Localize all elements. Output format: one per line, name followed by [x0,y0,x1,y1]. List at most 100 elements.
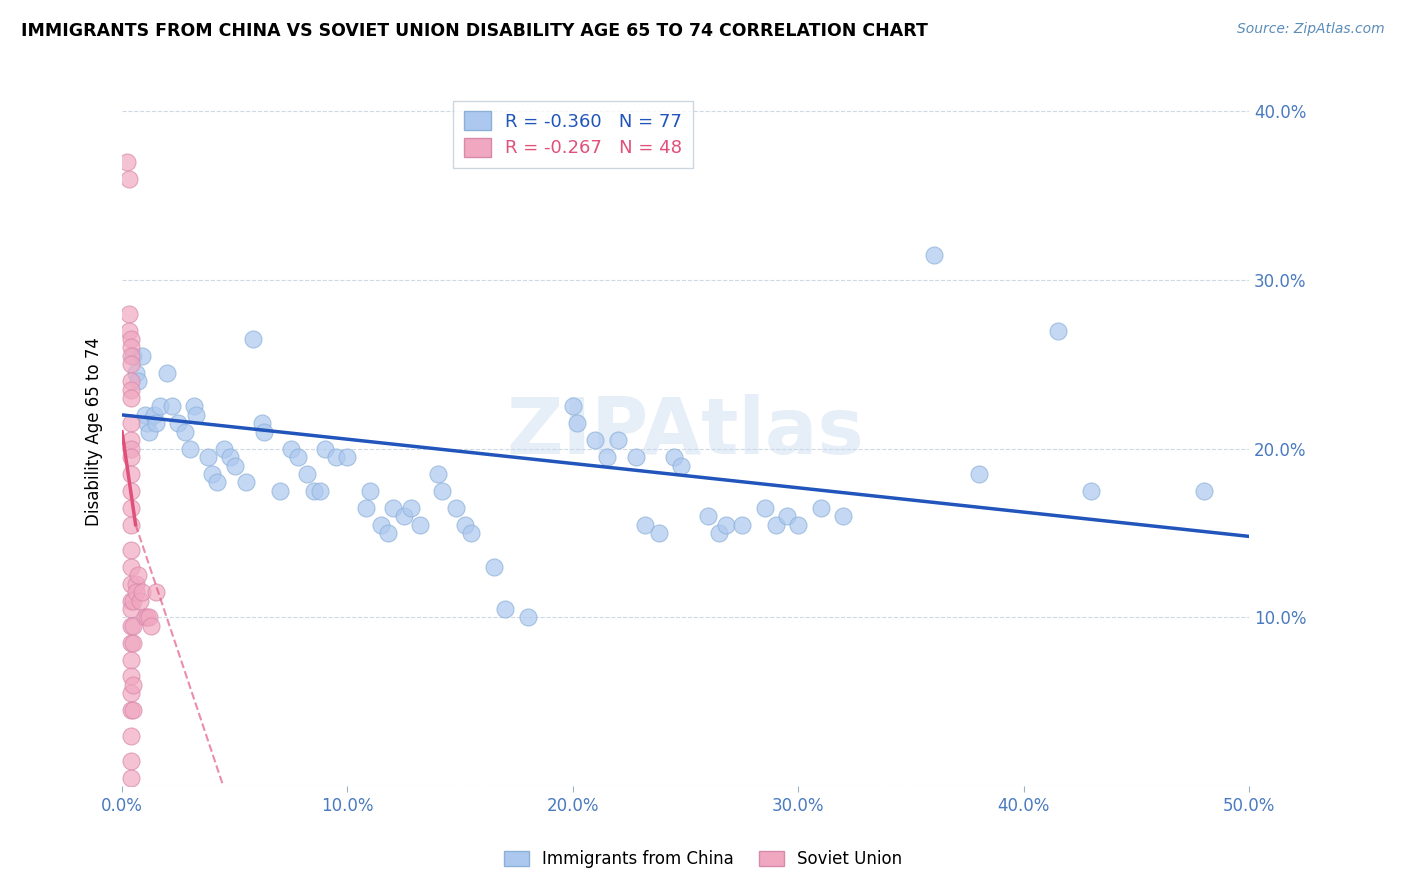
Point [454,517,477,532]
Point [120,517,142,532]
Point [138,610,160,624]
Point [287,450,309,464]
Point [430,483,453,498]
Point [135,417,157,431]
Point [585,434,607,448]
Point [967,467,990,481]
Point [142,408,165,422]
Point [120,442,142,456]
Point [120,703,142,717]
Point [138,425,160,439]
Point [120,374,142,388]
Point [183,400,205,414]
Point [145,585,167,599]
Point [765,517,787,532]
Point [567,417,589,431]
Point [377,526,399,541]
Point [314,442,336,456]
Point [120,450,142,464]
Point [122,349,145,363]
Point [120,559,142,574]
Point [120,669,142,683]
Point [408,517,430,532]
Point [716,517,738,532]
Point [325,450,347,464]
Point [219,450,242,464]
Point [186,408,208,422]
Point [596,450,619,464]
Point [122,619,145,633]
Point [115,154,138,169]
Point [731,517,754,532]
Point [120,652,142,666]
Point [120,754,142,768]
Point [120,349,142,363]
Point [482,559,505,574]
Point [212,442,235,456]
Point [120,434,142,448]
Point [444,500,467,515]
Point [1080,483,1102,498]
Point [120,771,142,785]
Point [832,509,855,524]
Point [120,542,142,557]
Point [120,391,142,405]
Point [460,526,482,541]
Legend: Immigrants from China, Soviet Union: Immigrants from China, Soviet Union [498,844,908,875]
Point [309,483,332,498]
Point [122,636,145,650]
Point [120,483,142,498]
Text: ZIPAtlas: ZIPAtlas [506,393,865,470]
Point [120,619,142,633]
Point [135,610,157,624]
Point [1192,483,1215,498]
Point [399,500,422,515]
Point [118,171,141,186]
Point [134,610,156,624]
Point [118,324,141,338]
Point [922,247,945,261]
Point [516,610,538,624]
Point [354,500,377,515]
Point [697,509,720,524]
Point [127,374,149,388]
Text: IMMIGRANTS FROM CHINA VS SOVIET UNION DISABILITY AGE 65 TO 74 CORRELATION CHART: IMMIGRANTS FROM CHINA VS SOVIET UNION DI… [21,22,928,40]
Point [127,568,149,582]
Point [120,417,142,431]
Point [122,678,145,692]
Point [224,458,246,473]
Point [607,434,630,448]
Point [359,483,381,498]
Point [1046,324,1069,338]
Point [120,383,142,397]
Point [269,483,291,498]
Point [201,467,224,481]
Point [131,585,153,599]
Point [120,357,142,371]
Point [120,593,142,607]
Point [494,602,516,616]
Point [122,593,145,607]
Point [787,517,810,532]
Point [124,585,146,599]
Point [253,425,276,439]
Point [167,417,190,431]
Point [302,483,325,498]
Point [336,450,359,464]
Point [776,509,799,524]
Point [120,576,142,591]
Point [810,500,832,515]
Point [118,307,141,321]
Point [160,400,183,414]
Point [120,340,142,354]
Point [122,703,145,717]
Point [179,442,201,456]
Legend: R = -0.360   N = 77, R = -0.267   N = 48: R = -0.360 N = 77, R = -0.267 N = 48 [453,101,693,169]
Point [370,517,392,532]
Point [205,475,228,490]
Point [141,619,163,633]
Point [120,729,142,743]
Point [664,450,686,464]
Point [120,467,142,481]
Point [561,400,583,414]
